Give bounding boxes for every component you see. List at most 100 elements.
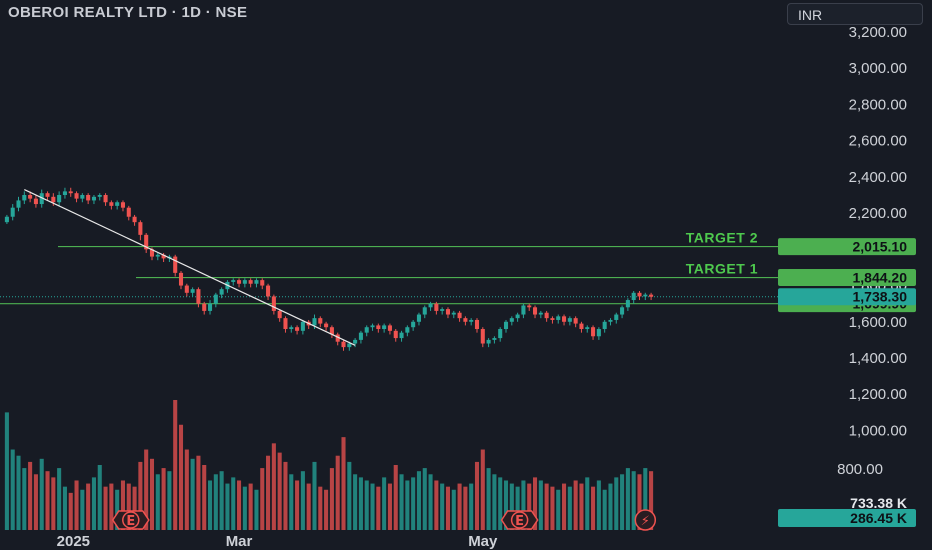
candle-body (144, 234, 149, 250)
volume-bar (399, 474, 404, 530)
candle-body (440, 309, 445, 311)
candle-body (532, 307, 538, 315)
candle-body (202, 303, 207, 311)
volume-bar (184, 449, 189, 530)
svg-text:E: E (126, 514, 135, 529)
volume-bar (596, 480, 601, 530)
candle-body (608, 319, 613, 322)
event-markers[interactable]: E E ⚡ (111, 509, 657, 531)
volume-bar (254, 489, 259, 530)
volume-bar (498, 477, 503, 530)
time-axis[interactable]: 2025 Mar May (0, 531, 932, 550)
candle-body (254, 280, 259, 284)
volume-bar (335, 455, 340, 530)
dividend-icon[interactable]: ⚡ (634, 509, 657, 531)
candle-body (138, 222, 143, 235)
volume-bar (544, 483, 549, 530)
volume-bar (474, 461, 480, 530)
volume-bar (492, 474, 497, 530)
volume-bar (614, 477, 619, 530)
volume-bar (445, 486, 451, 530)
volume-bar (405, 480, 410, 530)
candle-body (370, 325, 375, 328)
volume-bar (86, 483, 91, 530)
candle-body (469, 319, 474, 322)
svg-text:2,015.10: 2,015.10 (853, 239, 908, 255)
y-tick-label: 3,000.00 (849, 60, 907, 77)
volume-bar (538, 480, 543, 530)
candle-body (97, 195, 102, 197)
volume-bar (149, 458, 155, 530)
candle-body (474, 319, 480, 330)
price-candles (4, 187, 654, 351)
candle-body (22, 195, 27, 201)
volume-bar (318, 486, 323, 530)
candle-body (544, 312, 549, 319)
volume-bar (469, 483, 474, 530)
volume-bar (39, 458, 44, 530)
volume-bar (295, 480, 300, 530)
volume-bar (51, 477, 56, 530)
volume-bar (207, 480, 213, 530)
candle-body (498, 329, 503, 339)
trendline[interactable] (24, 189, 356, 346)
svg-text:E: E (515, 514, 524, 529)
candle-body (364, 327, 369, 333)
svg-text:1,844.20: 1,844.20 (853, 270, 908, 286)
volume-bar (283, 461, 288, 530)
earnings-icon[interactable]: E (500, 510, 539, 530)
volume-bar (480, 449, 485, 530)
candle-body (614, 314, 619, 320)
svg-text:733.38 K: 733.38 K (850, 495, 907, 511)
volume-bar (347, 461, 352, 530)
volume-bar (585, 477, 590, 530)
candle-body (376, 325, 381, 330)
volume-bar (387, 483, 392, 530)
candle-body (515, 314, 520, 319)
candle-body (445, 309, 451, 315)
volume-bar (440, 483, 445, 530)
volume-bar (196, 455, 201, 530)
candle-body (399, 332, 404, 339)
candle-body (428, 303, 433, 308)
volume-bar (329, 468, 334, 530)
volume-bar (120, 480, 126, 530)
volume-bar (422, 468, 427, 530)
candle-body (62, 191, 67, 195)
candle-body (509, 318, 514, 322)
volume-bar (126, 483, 131, 530)
volume-bar (300, 471, 305, 530)
volume-bar (486, 468, 491, 530)
candle-body (492, 338, 497, 340)
candle-body (115, 202, 120, 206)
volume-bar (231, 477, 236, 530)
level-badge: 2,015.10 (778, 238, 916, 256)
volume-bar (521, 480, 526, 530)
volume-bar (45, 471, 50, 530)
currency-selector[interactable]: INR (787, 3, 923, 25)
svg-text:⚡: ⚡ (641, 514, 650, 529)
volume-bar (567, 486, 572, 530)
candle-body (86, 195, 91, 201)
volume-bar (28, 461, 33, 530)
candle-body (463, 318, 468, 322)
candle-body (266, 285, 271, 297)
candle-body (28, 195, 33, 199)
candle-body (550, 318, 555, 320)
volume-bar (248, 483, 253, 530)
volume-bar (416, 471, 421, 530)
volume-bar (463, 486, 468, 530)
y-tick-label: 2,200.00 (849, 205, 907, 222)
candle-body (358, 332, 363, 340)
volume-bar (155, 474, 160, 530)
candle-body (596, 329, 601, 337)
candle-body (503, 321, 509, 330)
candle-body (242, 280, 247, 284)
volume-bar (33, 474, 38, 530)
volume-bar (271, 443, 276, 530)
candle-body (33, 198, 38, 205)
volume-bar (637, 474, 642, 530)
earnings-icon[interactable]: E (111, 510, 150, 530)
candle-body (51, 196, 56, 203)
